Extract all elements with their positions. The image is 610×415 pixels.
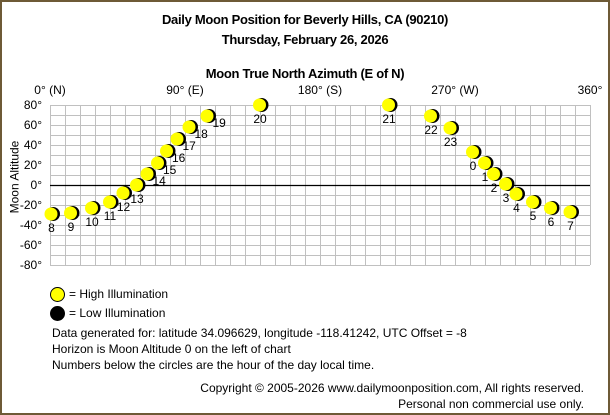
hour-label: 12: [117, 200, 131, 214]
moon-marker: [466, 145, 479, 159]
hour-label: 19: [213, 116, 227, 130]
y-tick-label: -80°: [20, 258, 42, 272]
moon-marker: [170, 132, 184, 146]
copyright: Copyright © 2005-2026 www.dailymoonposit…: [200, 381, 584, 395]
note-horizon: Horizon is Moon Altitude 0 on the left o…: [52, 342, 291, 356]
legend-high: = High Illumination: [69, 287, 169, 301]
hour-label: 17: [183, 139, 197, 153]
hour-label: 23: [444, 135, 458, 149]
hour-label: 9: [68, 220, 75, 234]
hour-label: 8: [48, 221, 55, 235]
moon-marker: [499, 177, 512, 191]
y-tick-label: 40°: [24, 138, 42, 152]
x-tick-label: 270° (W): [431, 83, 478, 97]
moon-marker: [443, 121, 457, 135]
high-illumination-icon: [50, 287, 65, 302]
y-tick-label: 80°: [24, 98, 42, 112]
x-tick-label: 90° (E): [166, 83, 203, 97]
legend-low: = Low Illumination: [69, 306, 166, 320]
moon-marker: [130, 178, 143, 192]
moon-marker: [544, 201, 557, 215]
moon-marker: [64, 206, 77, 220]
hour-label: 5: [530, 209, 537, 223]
y-tick-label: 60°: [24, 118, 42, 132]
moon-marker: [160, 144, 173, 158]
hour-label: 14: [153, 174, 167, 188]
usage-note: Personal non commercial use only.: [398, 397, 584, 411]
hour-label: 2: [491, 181, 498, 195]
note-hours: Numbers below the circles are the hour o…: [52, 358, 375, 372]
moon-marker: [200, 109, 214, 123]
x-tick-label: 360°: [578, 83, 603, 97]
hour-label: 11: [104, 209, 117, 223]
moon-marker: [526, 195, 539, 209]
hour-label: 1: [482, 170, 489, 184]
y-tick-label: -40°: [20, 218, 42, 232]
hour-label: 6: [548, 215, 555, 229]
moon-marker: [116, 186, 130, 200]
y-tick-label: -60°: [20, 238, 42, 252]
hour-label: 16: [172, 151, 186, 165]
hour-label: 22: [424, 123, 438, 137]
moon-marker: [182, 120, 196, 134]
y-tick-label: 0°: [31, 178, 43, 192]
moon-marker: [487, 167, 500, 181]
x-axis-label: Moon True North Azimuth (E of N): [205, 66, 405, 81]
moon-marker: [151, 156, 164, 170]
moon-marker: [509, 187, 523, 201]
hour-label: 13: [130, 192, 144, 206]
moon-marker: [140, 167, 154, 181]
moon-marker: [424, 109, 437, 123]
chart-title: Daily Moon Position for Beverly Hills, C…: [161, 12, 449, 27]
hour-label: 0: [470, 159, 477, 173]
x-tick-label: 0° (N): [34, 83, 65, 97]
y-tick-label: 20°: [24, 158, 42, 172]
note-location: Data generated for: latitude 34.096629, …: [52, 326, 467, 340]
hour-label: 20: [253, 112, 267, 126]
moon-marker: [478, 156, 491, 170]
moon-marker: [85, 201, 98, 215]
moon-marker: [103, 195, 116, 209]
x-tick-label: 180° (S): [298, 83, 342, 97]
y-tick-label: -20°: [20, 198, 42, 212]
hour-label: 18: [195, 127, 209, 141]
moon-marker: [253, 98, 266, 112]
moon-marker: [44, 207, 58, 221]
hour-label: 15: [163, 163, 177, 177]
hour-label: 10: [85, 215, 99, 229]
chart-date: Thursday, February 26, 2026: [221, 32, 389, 47]
hour-label: 7: [567, 219, 574, 233]
moon-marker: [563, 205, 577, 219]
hour-label: 4: [513, 201, 520, 215]
hour-label: 21: [382, 112, 396, 126]
hour-label: 3: [503, 191, 510, 205]
low-illumination-icon: [50, 306, 65, 321]
moon-marker: [382, 98, 395, 112]
